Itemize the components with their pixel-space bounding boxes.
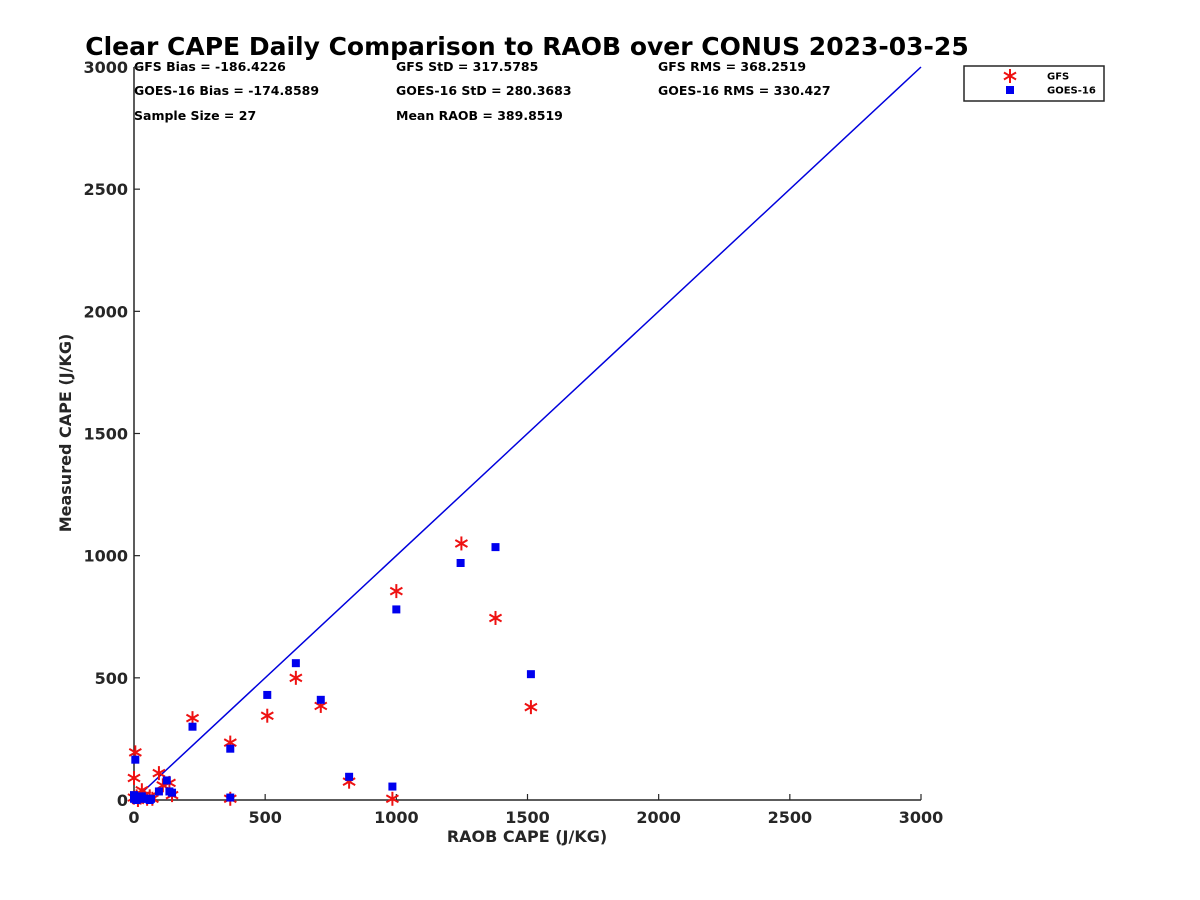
gfs-point — [385, 791, 399, 806]
y-axis-label: Measured CAPE (J/KG) — [56, 334, 75, 533]
x-axis-label: RAOB CAPE (J/KG) — [447, 827, 607, 846]
goes16-point — [154, 787, 163, 796]
goes16-point — [392, 605, 401, 614]
goes16-point — [388, 782, 397, 791]
stat-text: GOES-16 StD = 280.3683 — [396, 83, 572, 98]
series-goes-16 — [130, 543, 535, 804]
stat-text: Sample Size = 27 — [134, 108, 256, 123]
y-tick-label: 500 — [95, 669, 128, 688]
legend-box — [963, 65, 1105, 102]
y-tick-label: 3000 — [83, 58, 128, 77]
y-tick-label: 1500 — [83, 425, 128, 444]
goes16-point — [188, 722, 197, 731]
goes16-point — [145, 796, 154, 804]
legend: GFS GOES-16 — [963, 65, 1105, 102]
x-tick-label: 1000 — [374, 808, 419, 827]
goes16-point — [226, 793, 235, 802]
legend-marker-gfs — [1003, 69, 1017, 83]
stat-text: Mean RAOB = 389.8519 — [396, 108, 563, 123]
gfs-point — [127, 771, 141, 786]
data-points — [127, 536, 538, 807]
y-ticks: 0 500 1000 1500 2000 2500 3000 — [83, 58, 140, 810]
x-tick-label: 1500 — [505, 808, 550, 827]
y-tick-label: 2000 — [83, 302, 128, 321]
goes16-point — [226, 744, 235, 753]
gfs-point — [488, 610, 503, 625]
goes16-point — [168, 788, 177, 797]
goes16-point — [456, 558, 465, 567]
goes16-point — [140, 794, 149, 803]
goes16-point — [131, 755, 140, 764]
legend-marker-goes16 — [1006, 86, 1014, 94]
legend-label: GFS — [1047, 72, 1069, 83]
y-tick-label: 0 — [117, 791, 128, 810]
stats-panel: GFS Bias = -186.4226 GFS StD = 317.5785 GF… — [134, 59, 831, 123]
goes16-point — [491, 543, 500, 552]
gfs-point — [389, 584, 403, 599]
series-gfs — [127, 536, 538, 807]
x-tick-label: 0 — [128, 808, 139, 827]
gfs-point — [454, 536, 468, 551]
goes16-point — [135, 793, 144, 802]
x-tick-label: 3000 — [899, 808, 944, 827]
stat-text: GOES-16 Bias = -174.8589 — [134, 83, 319, 98]
reference-line-1to1 — [133, 66, 922, 801]
gfs-point — [152, 766, 166, 781]
goes16-point — [291, 659, 300, 668]
y-tick-label: 1000 — [83, 547, 128, 566]
goes16-point — [130, 794, 138, 803]
gfs-point — [289, 670, 303, 685]
goes16-point — [345, 772, 354, 781]
stat-text: GFS RMS = 368.2519 — [658, 59, 806, 74]
stat-text: GFS StD = 317.5785 — [396, 59, 538, 74]
x-ticks: 0 500 1000 1500 2000 2500 3000 — [128, 794, 943, 827]
legend-label: GOES-16 — [1047, 86, 1096, 97]
chart-title: Clear CAPE Daily Comparison to RAOB over… — [85, 32, 968, 61]
goes16-point — [263, 690, 272, 699]
x-tick-label: 500 — [248, 808, 281, 827]
stat-text: GOES-16 RMS = 330.427 — [658, 83, 831, 98]
gfs-point — [524, 700, 538, 715]
goes16-point — [526, 670, 535, 679]
goes16-point — [316, 695, 325, 704]
goes16-point — [162, 776, 171, 785]
x-tick-label: 2500 — [768, 808, 813, 827]
x-tick-label: 2000 — [636, 808, 681, 827]
y-tick-label: 2500 — [83, 180, 128, 199]
gfs-point — [260, 708, 274, 723]
stat-text: GFS Bias = -186.4226 — [134, 59, 286, 74]
